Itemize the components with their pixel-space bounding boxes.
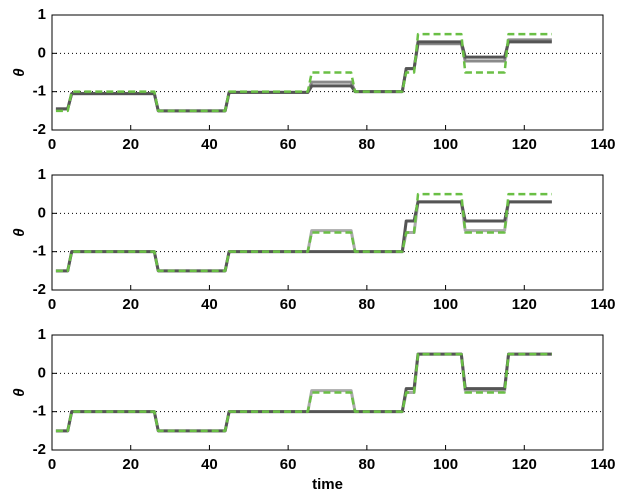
y-tick-label: -2 <box>33 281 46 298</box>
x-tick-label: 100 <box>433 456 458 473</box>
x-tick-label: 140 <box>590 296 615 313</box>
y-tick-label: 1 <box>38 166 46 183</box>
x-tick-label: 120 <box>512 136 537 153</box>
x-tick-label: 60 <box>280 456 297 473</box>
x-tick-label: 80 <box>359 456 376 473</box>
y-axis-label: θ <box>11 68 28 77</box>
y-tick-label: -2 <box>33 121 46 138</box>
x-tick-label: 80 <box>359 136 376 153</box>
y-tick-label: 1 <box>38 6 46 23</box>
series-line <box>55 192 552 273</box>
x-tick-label: 60 <box>280 136 297 153</box>
x-tick-label: 80 <box>359 296 376 313</box>
y-tick-label: 0 <box>38 44 46 61</box>
x-tick-label: 40 <box>201 296 218 313</box>
x-tick-label: 140 <box>590 136 615 153</box>
x-tick-label: 140 <box>590 456 615 473</box>
series-line <box>55 352 552 433</box>
series-line <box>55 40 552 113</box>
y-tick-label: 0 <box>38 204 46 221</box>
series-line <box>55 200 552 273</box>
x-tick-label: 60 <box>280 296 297 313</box>
y-tick-label: 1 <box>38 326 46 343</box>
x-tick-label: 120 <box>512 456 537 473</box>
series-line <box>55 32 552 113</box>
series-line <box>55 38 552 113</box>
axes-frame <box>51 14 604 131</box>
y-tick-label: -1 <box>33 243 46 260</box>
x-tick-label: 120 <box>512 296 537 313</box>
y-tick-label: -1 <box>33 83 46 100</box>
y-axis-label: θ <box>11 388 28 397</box>
x-tick-label: 0 <box>48 136 56 153</box>
y-tick-label: -1 <box>33 403 46 420</box>
x-tick-label: 0 <box>48 456 56 473</box>
x-tick-label: 20 <box>122 456 139 473</box>
y-tick-label: -2 <box>33 441 46 458</box>
x-axis-label: time <box>312 476 343 493</box>
series-line <box>55 200 552 273</box>
axes-frame <box>51 174 604 291</box>
x-tick-label: 20 <box>122 136 139 153</box>
x-tick-label: 20 <box>122 296 139 313</box>
axes-frame <box>51 334 604 451</box>
y-axis-label: θ <box>11 228 28 237</box>
x-tick-label: 100 <box>433 136 458 153</box>
x-tick-label: 0 <box>48 296 56 313</box>
x-tick-label: 40 <box>201 456 218 473</box>
x-tick-label: 40 <box>201 136 218 153</box>
x-tick-label: 100 <box>433 296 458 313</box>
y-tick-label: 0 <box>38 364 46 381</box>
